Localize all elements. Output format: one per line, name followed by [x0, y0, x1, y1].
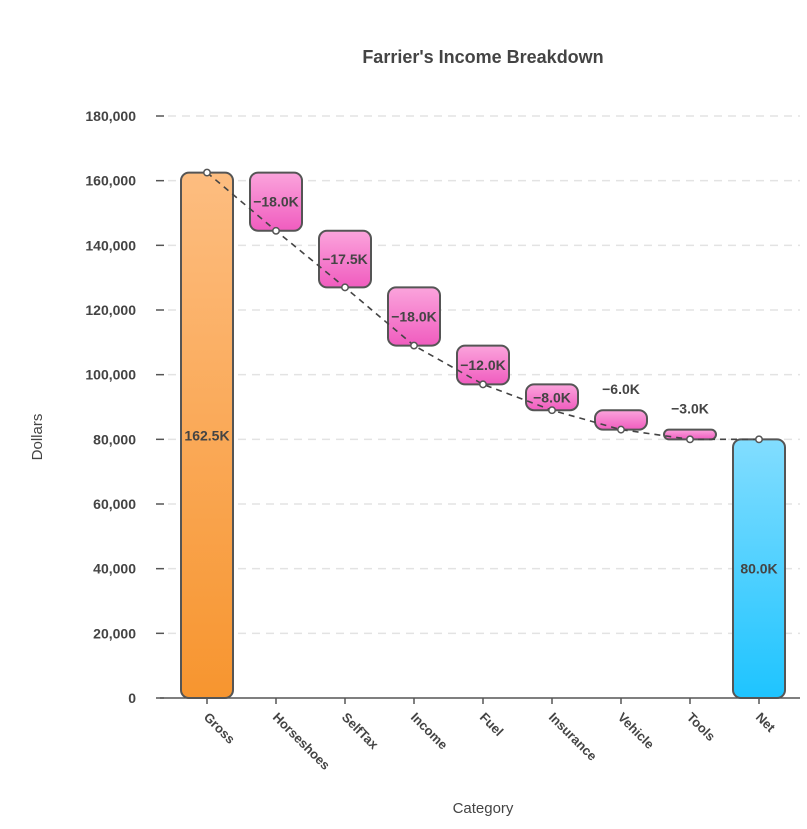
- bars: [180, 171, 786, 700]
- chart-title: Farrier's Income Breakdown: [362, 47, 603, 67]
- data-label: −3.0K: [671, 401, 709, 417]
- x-tick-label: Horseshoes: [270, 710, 333, 773]
- data-label: −6.0K: [602, 381, 640, 397]
- x-tick-label: Gross: [201, 710, 238, 747]
- y-tick-label: 60,000: [93, 496, 136, 512]
- data-label: 80.0K: [740, 561, 777, 577]
- y-tick-label: 0: [128, 690, 136, 706]
- y-tick-label: 180,000: [85, 108, 136, 124]
- running-total-point: [272, 226, 280, 235]
- y-tick-label: 20,000: [93, 625, 136, 641]
- x-tick-label: Net: [753, 710, 779, 736]
- data-label: −17.5K: [322, 251, 368, 267]
- running-total-point: [686, 435, 694, 444]
- x-tick-label: SelfTax: [339, 710, 382, 753]
- y-axis: 0 20,000 40,000 60,000 80,000 100,000 120,000 1…: [85, 108, 164, 706]
- running-total-point: [410, 341, 418, 350]
- x-tick-label: Tools: [684, 710, 718, 744]
- data-label: −18.0K: [253, 194, 299, 210]
- y-tick-label: 100,000: [85, 367, 136, 383]
- data-labels: 162.5K −18.0K −17.5K −18.0K −12.0K −8.0K −6.0K…: [184, 194, 777, 577]
- data-label: −8.0K: [533, 389, 571, 405]
- data-label: 162.5K: [184, 427, 229, 443]
- running-total-point: [203, 168, 211, 177]
- x-axis-label: Category: [453, 800, 514, 817]
- y-tick-label: 120,000: [85, 302, 136, 318]
- y-tick-label: 140,000: [85, 237, 136, 253]
- running-total-point: [479, 380, 487, 389]
- running-total-point: [755, 435, 763, 444]
- x-tick-label: Insurance: [546, 710, 600, 764]
- running-total-line: [206, 171, 759, 441]
- connector-line: [203, 168, 763, 444]
- y-tick-label: 160,000: [85, 173, 136, 189]
- y-axis-label: Dollars: [29, 414, 46, 461]
- running-total-point: [617, 425, 625, 434]
- x-tick-label: Vehicle: [615, 710, 657, 752]
- x-tick-label: Fuel: [477, 710, 507, 740]
- y-tick-label: 40,000: [93, 561, 136, 577]
- x-axis: Gross Horseshoes SelfTax Income Fuel Insuranc…: [160, 697, 800, 773]
- data-label: −18.0K: [391, 308, 437, 324]
- x-tick-label: Income: [408, 710, 451, 753]
- data-label: −12.0K: [460, 357, 506, 373]
- running-total-point: [548, 406, 556, 415]
- y-tick-label: 80,000: [93, 431, 136, 447]
- running-total-point: [341, 283, 349, 292]
